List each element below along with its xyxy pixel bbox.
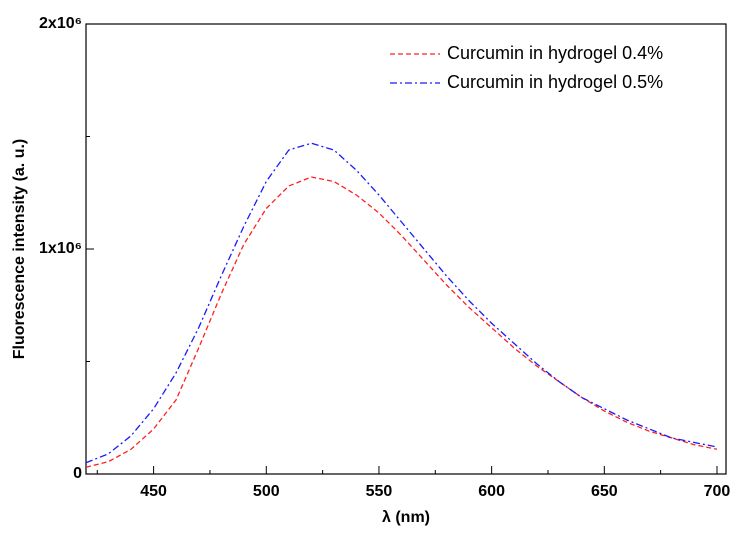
x-tick-label: 550	[366, 483, 393, 500]
legend-label: Curcumin in hydrogel 0.4%	[447, 43, 663, 63]
x-tick-label: 450	[140, 483, 167, 500]
series-line	[85, 142, 718, 464]
y-axis-label: Fluorescence intensity (a. u.)	[11, 139, 28, 360]
y-tick-label: 0	[73, 465, 82, 482]
x-tick-label: 650	[591, 483, 618, 500]
x-axis-label: λ (nm)	[382, 509, 430, 526]
x-tick-label: 700	[704, 483, 731, 500]
x-tick-label: 500	[253, 483, 280, 500]
y-tick-label: 1x10⁶	[39, 240, 82, 257]
y-tick-label: 2x10⁶	[39, 15, 82, 32]
legend-label: Curcumin in hydrogel 0.5%	[447, 72, 663, 92]
x-tick-label: 600	[478, 483, 505, 500]
series-line	[85, 176, 718, 468]
